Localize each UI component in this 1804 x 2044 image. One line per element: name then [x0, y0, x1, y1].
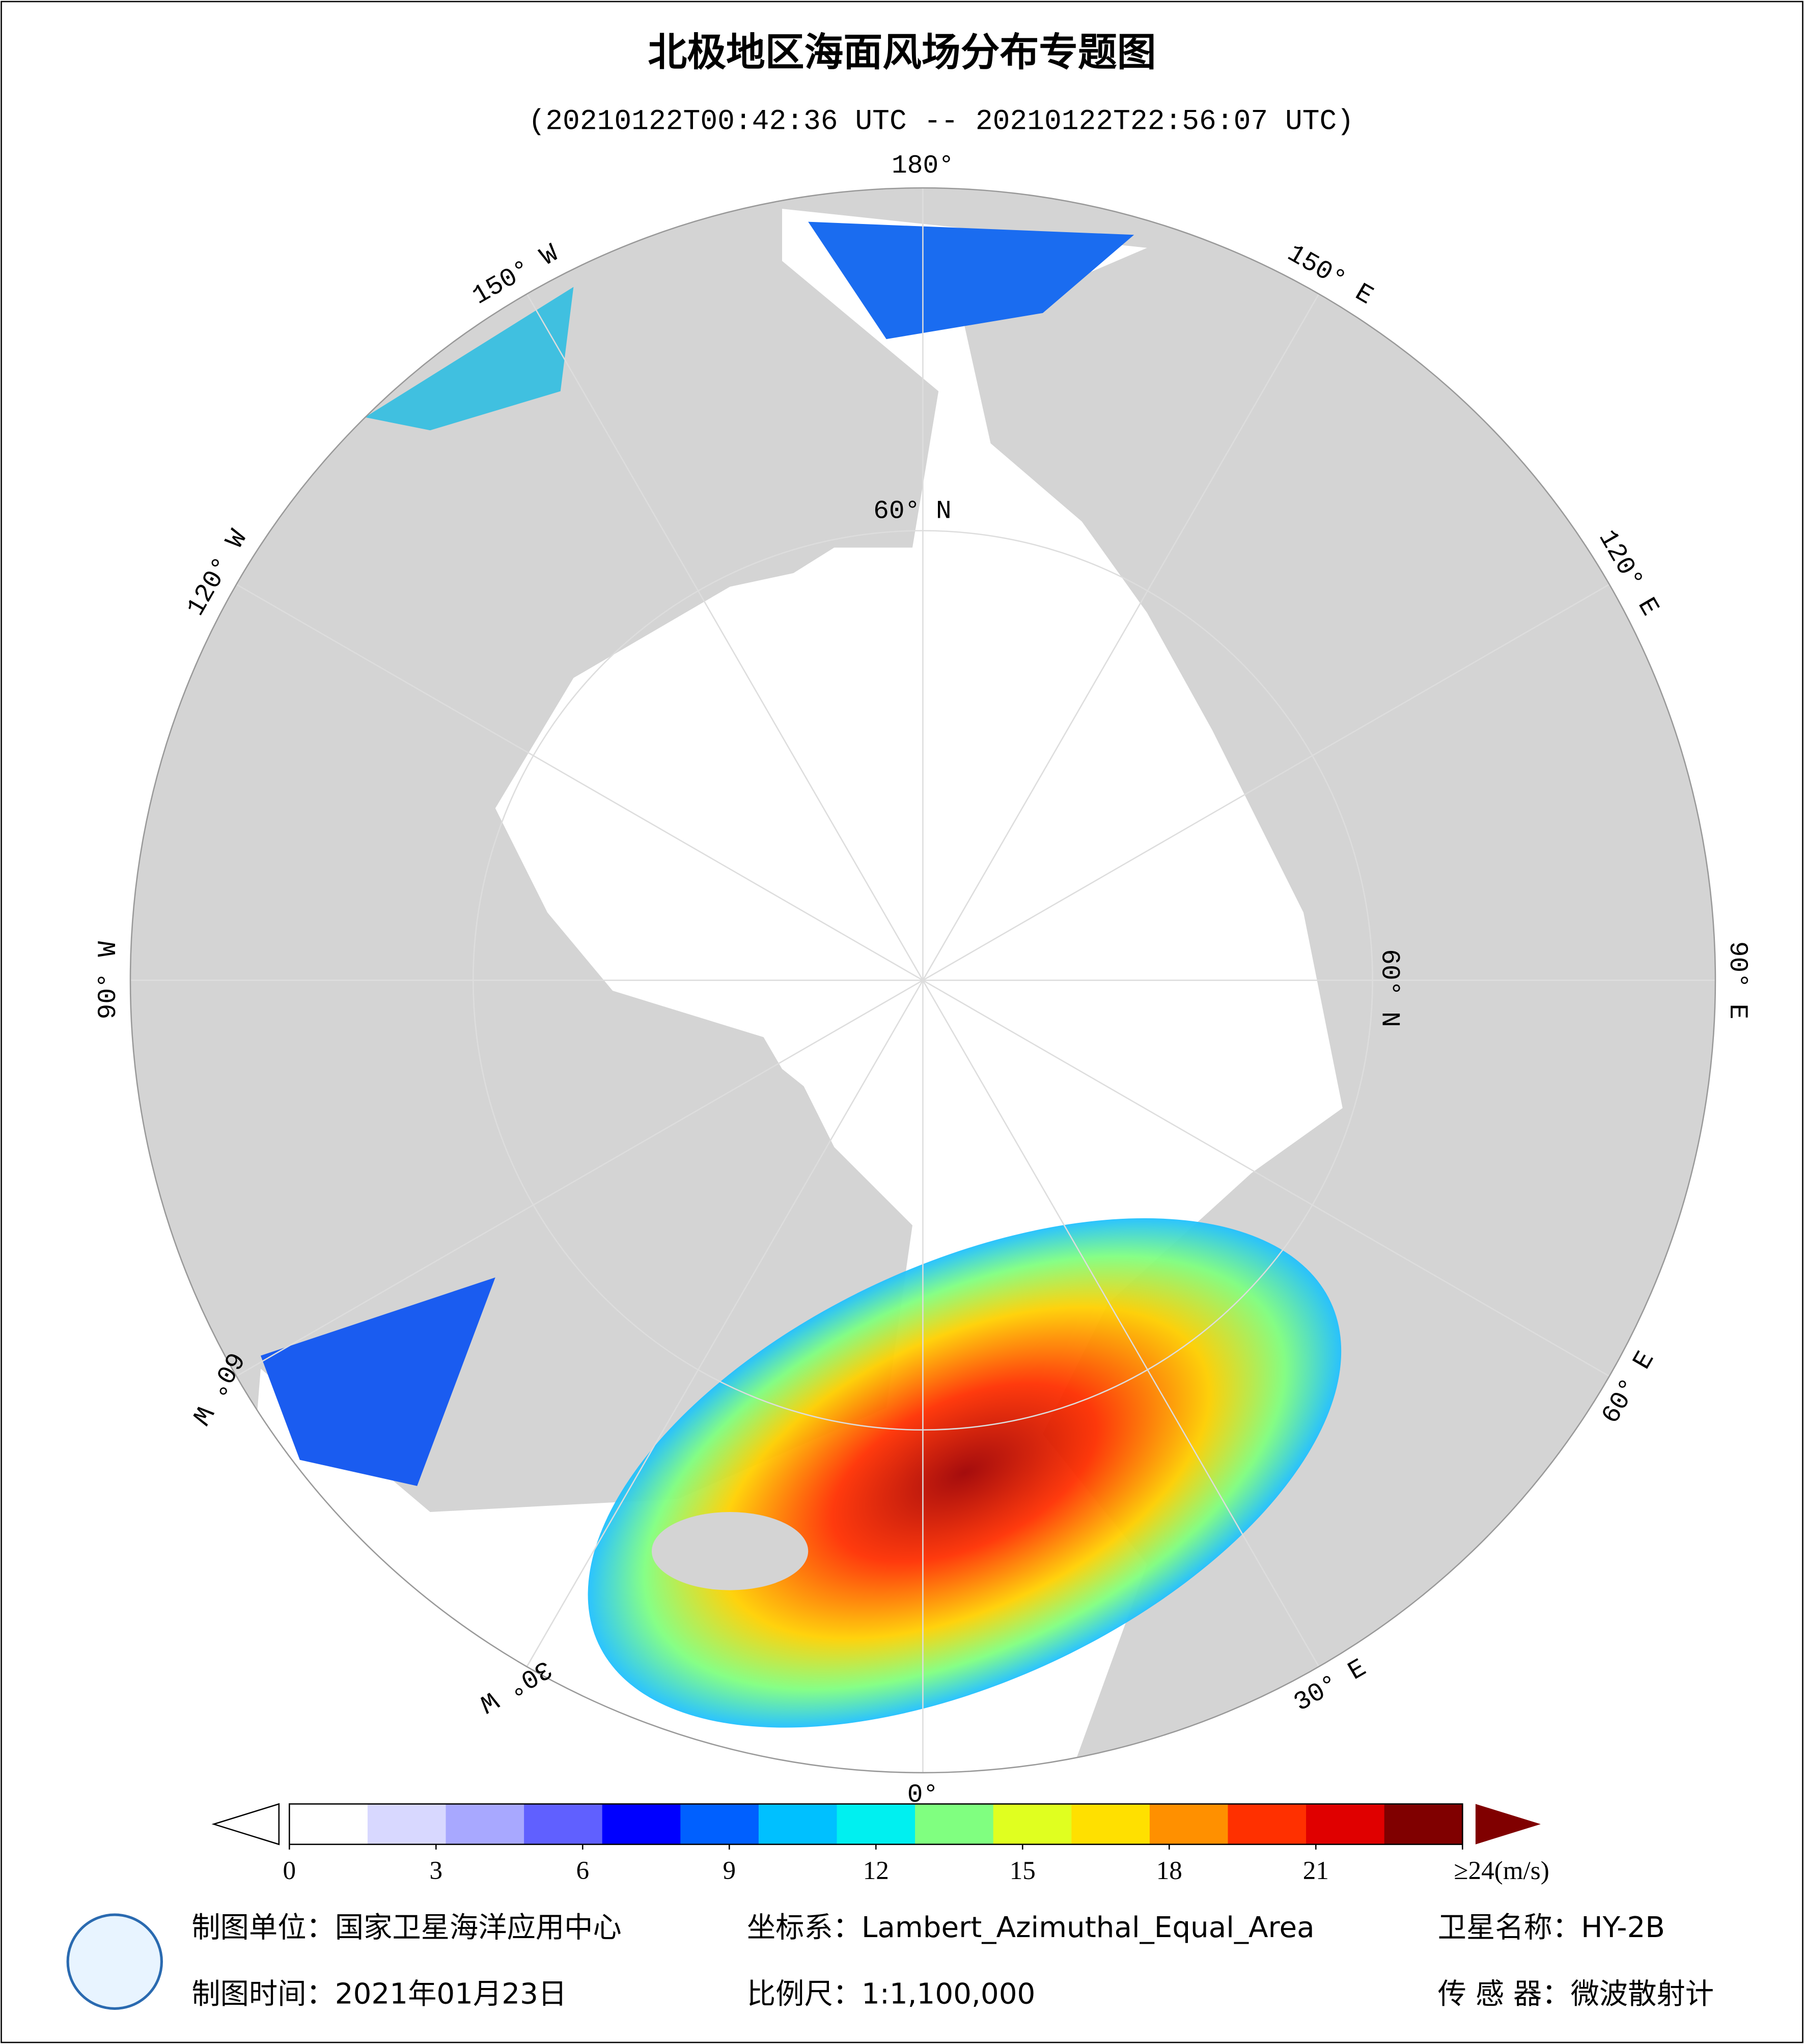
colorbar-tick-label: 15: [1010, 1856, 1036, 1885]
colorbar-under: [211, 1803, 280, 1845]
wind-field: [808, 221, 1134, 340]
colorbar-tick-label: 21: [1303, 1856, 1329, 1885]
colorbar-swatch: [524, 1804, 603, 1844]
longitude-label: 180°: [892, 151, 954, 181]
logo: [66, 1913, 163, 2010]
colorbar-swatch: [1149, 1804, 1229, 1844]
footer-coordinate: 坐标系：Lambert_Azimuthal_Equal_Area: [747, 1911, 1315, 1944]
colorbar-swatch: [1384, 1804, 1463, 1844]
colorbar-tick-label: 9: [723, 1856, 736, 1885]
colorbar-swatch: [446, 1804, 525, 1844]
colorbar-swatch: [1306, 1804, 1385, 1844]
colorbar-swatch: [837, 1804, 916, 1844]
footer-sensor: 传 感 器：微波散射计: [1438, 1977, 1714, 2010]
footer-satellite: 卫星名称：HY-2B: [1438, 1911, 1665, 1944]
colorbar-over: [1475, 1804, 1541, 1844]
colorbar-tick-label: 18: [1156, 1856, 1182, 1885]
colorbar-swatch: [1071, 1804, 1151, 1844]
colorbar-tick-label: 0: [283, 1856, 296, 1885]
colorbar-swatch: [1228, 1804, 1307, 1844]
footer-unit: 制图单位：国家卫星海洋应用中心: [191, 1911, 621, 1944]
colorbar-tick-label: 3: [430, 1856, 443, 1885]
latitude-label: 60° N: [873, 497, 952, 526]
wind-field: [365, 287, 574, 431]
longitude-label: 90° E: [1723, 941, 1752, 1020]
wind-field: [260, 1277, 495, 1486]
colorbar-tick-label: ≥24(m/s): [1454, 1856, 1549, 1885]
colorbar-swatch: [367, 1804, 447, 1844]
colorbar-tick-label: 6: [576, 1856, 590, 1885]
colorbar-swatch: [602, 1804, 681, 1844]
longitude-label: 90° W: [94, 941, 123, 1020]
wind-field: [588, 1218, 1342, 1728]
colorbar-swatch: [680, 1804, 760, 1844]
subtitle: (20210122T00:42:36 UTC -- 20210122T22:56…: [528, 105, 1354, 137]
colorbar-swatch: [758, 1804, 838, 1844]
iceland: [651, 1512, 809, 1590]
colorbar-swatch: [993, 1804, 1072, 1844]
map: [130, 188, 1715, 1773]
colorbar-swatch: [915, 1804, 994, 1844]
latitude-label: 60° N: [1374, 949, 1404, 1027]
colorbar-tick-label: 12: [863, 1856, 889, 1885]
title: 北极地区海面风场分布专题图: [648, 30, 1156, 75]
arctic-ocean: [651, 547, 1212, 1173]
footer-date: 制图时间：2021年01月23日: [191, 1977, 567, 2010]
map-border: [129, 187, 1716, 1774]
graticule: [130, 188, 1715, 1773]
footer-scale: 比例尺：1:1,100,000: [747, 1977, 1036, 2010]
colorbar-swatch: [289, 1804, 369, 1844]
